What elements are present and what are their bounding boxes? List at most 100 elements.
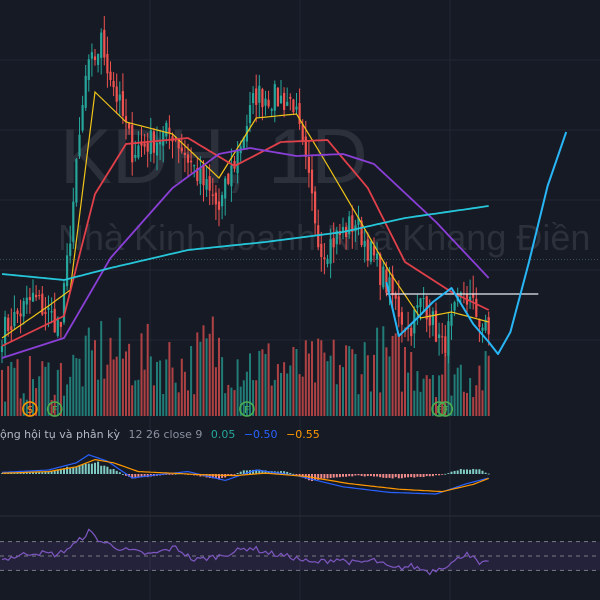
candle-body (326, 258, 329, 264)
volume-bar (143, 369, 146, 416)
volume-bar (298, 374, 301, 416)
candle-body (72, 201, 75, 242)
candle-body (363, 240, 366, 247)
volume-bar (162, 393, 165, 416)
candle-body (140, 141, 143, 146)
volume-bar (84, 335, 87, 416)
candle-body (100, 32, 103, 58)
volume-bar (134, 380, 137, 416)
volume-bar (397, 334, 400, 416)
signal-value: −0.55 (286, 428, 320, 441)
volume-bar (53, 394, 56, 416)
candle-body (66, 255, 69, 287)
candle-body (372, 245, 376, 256)
macd-histogram-bar (32, 472, 34, 474)
macd-histogram-bar (431, 474, 434, 477)
macd-histogram-bar (419, 474, 422, 477)
volume-bar (75, 358, 78, 416)
candle-body (475, 298, 478, 317)
volume-bar (379, 392, 382, 416)
macd-histogram-bar (97, 461, 100, 474)
macd-histogram-bar (289, 472, 292, 474)
volume-bar (444, 353, 447, 416)
macd-histogram-bar (320, 474, 323, 479)
volume-bar (276, 364, 279, 416)
volume-bar (348, 346, 351, 416)
macd-histogram-bar (258, 469, 261, 474)
candle-body (379, 254, 382, 286)
candle-body (137, 145, 140, 158)
volume-bar (441, 374, 444, 416)
candle-body (115, 86, 118, 102)
macd-histogram-bar (447, 473, 450, 474)
volume-bar (103, 378, 106, 416)
volume-bar (10, 361, 13, 416)
ma-mid-line (1, 137, 490, 347)
macd-histogram-bar (345, 474, 348, 477)
volume-bar (475, 385, 478, 416)
macd-histogram-bar (456, 470, 459, 474)
macd-histogram-bar (394, 474, 397, 478)
volume-bar (121, 358, 124, 416)
candle-body (208, 176, 211, 191)
candle-body (270, 109, 273, 111)
candle-body (472, 293, 475, 298)
candle-body (323, 257, 326, 260)
candle-body (75, 159, 78, 203)
volume-bar (472, 397, 475, 416)
volume-bar (453, 374, 456, 416)
candle-body (106, 53, 109, 74)
macd-histogram-bar (475, 469, 478, 474)
candle-body (177, 138, 180, 149)
candle-body (146, 142, 149, 152)
candle-body (286, 101, 289, 106)
candle-body (62, 283, 66, 323)
volume-bar (149, 356, 152, 416)
candle-body (22, 301, 25, 317)
candle-body (397, 296, 400, 317)
volume-bar (41, 361, 44, 416)
volume-bar (338, 364, 341, 416)
candle-body (310, 169, 314, 194)
macd-histogram-bar (376, 474, 379, 477)
candle-body (304, 136, 307, 157)
candle-body (10, 326, 13, 330)
candle-body (459, 292, 462, 298)
volume-bar (292, 346, 295, 416)
candle-body (348, 216, 351, 235)
candle-body (31, 292, 35, 302)
volume-bar (391, 335, 394, 416)
macd-histogram-bar (38, 471, 41, 474)
macd-legend: ộng hội tụ và phân kỳ 12 26 close 9 0.05… (0, 428, 325, 441)
volume-bar (171, 367, 174, 416)
macd-histogram-bar (332, 474, 335, 478)
macd-histogram-bar (338, 474, 341, 478)
volume-bar (320, 340, 323, 416)
volume-bar (466, 392, 468, 416)
volume-bar (112, 359, 115, 416)
candle-body (13, 311, 16, 327)
macd-histogram-bar (121, 474, 124, 475)
volume-bar (376, 327, 379, 416)
candle-body (236, 149, 239, 174)
volume-bar (304, 340, 307, 416)
candle-body (183, 153, 186, 155)
volume-bar (146, 323, 149, 416)
macd-histogram-bar (478, 469, 481, 474)
macd-histogram-bar (255, 470, 258, 474)
volume-bar (242, 380, 245, 416)
volume-bar (410, 351, 413, 416)
macd-histogram-bar (168, 474, 171, 475)
event-marker-circle (239, 401, 255, 417)
event-marker-label: F (52, 405, 58, 416)
candle-body (487, 317, 490, 335)
candle-body (128, 123, 131, 129)
macd-histogram-bar (69, 468, 72, 474)
candle-body (289, 96, 292, 99)
candle-body (0, 345, 4, 352)
candle-body (87, 59, 90, 81)
candle-body (59, 321, 62, 327)
volume-bar (90, 350, 93, 416)
macd-histogram-bar (50, 471, 53, 474)
